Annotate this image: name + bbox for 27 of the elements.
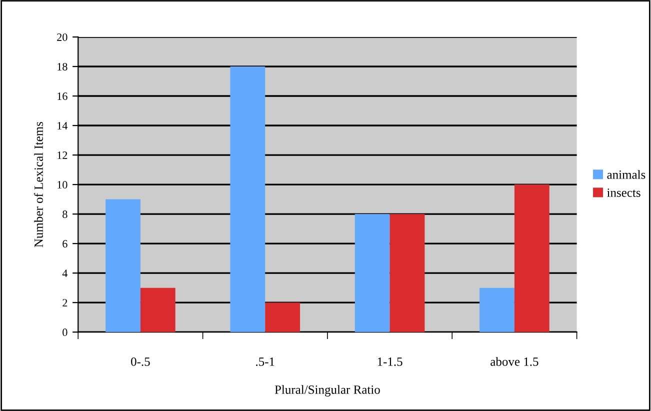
y-tick-label: 0 [62, 328, 68, 336]
x-tick-label: .5-1 [256, 358, 274, 366]
bar [390, 214, 425, 332]
bar [354, 214, 390, 332]
bar [106, 199, 140, 332]
bar [514, 184, 550, 332]
x-tick-label: 0-.5 [131, 357, 150, 366]
bar [230, 66, 266, 332]
legend-label: animals [607, 170, 646, 179]
y-tick-label: 18 [58, 62, 68, 70]
y-tick-label: 2 [62, 299, 68, 306]
x-tick-label: 1-1.5 [378, 358, 402, 366]
bar [140, 288, 176, 332]
bar [480, 288, 514, 332]
y-tick-label: 12 [58, 152, 68, 159]
legend-label: insects [607, 188, 640, 197]
y-tick-label: 20 [57, 33, 68, 41]
y-axis-title: Number of Lexical Items [34, 122, 43, 248]
y-tick-label: 14 [58, 122, 68, 130]
y-tick-label: 10 [58, 181, 68, 189]
y-tick-label: 8 [62, 210, 68, 218]
y-tick-label: 6 [62, 240, 68, 248]
bar [265, 302, 300, 332]
y-tick-label: 4 [62, 270, 68, 277]
x-axis-title: Plural/Singular Ratio [274, 385, 380, 396]
x-tick-label: above 1.5 [490, 357, 538, 366]
y-tick-label: 16 [58, 92, 68, 100]
